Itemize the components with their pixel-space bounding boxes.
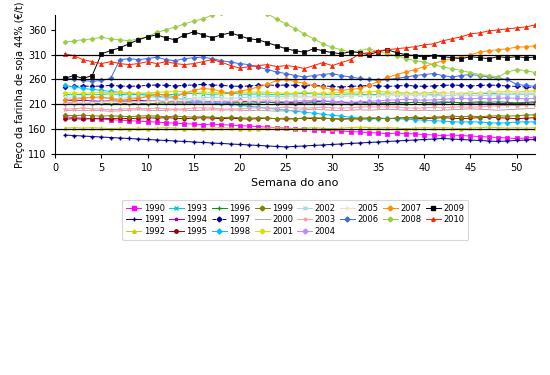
Legend: 1990, 1991, 1992, 1993, 1994, 1995, 1996, 1997, 1998, 1999, 2000, 2001, 2002, 20: 1990, 1991, 1992, 1993, 1994, 1995, 1996… [122, 200, 468, 240]
X-axis label: Semana do ano: Semana do ano [251, 178, 339, 189]
Y-axis label: Preço da farinha de soja 44% (€/t): Preço da farinha de soja 44% (€/t) [15, 1, 25, 168]
